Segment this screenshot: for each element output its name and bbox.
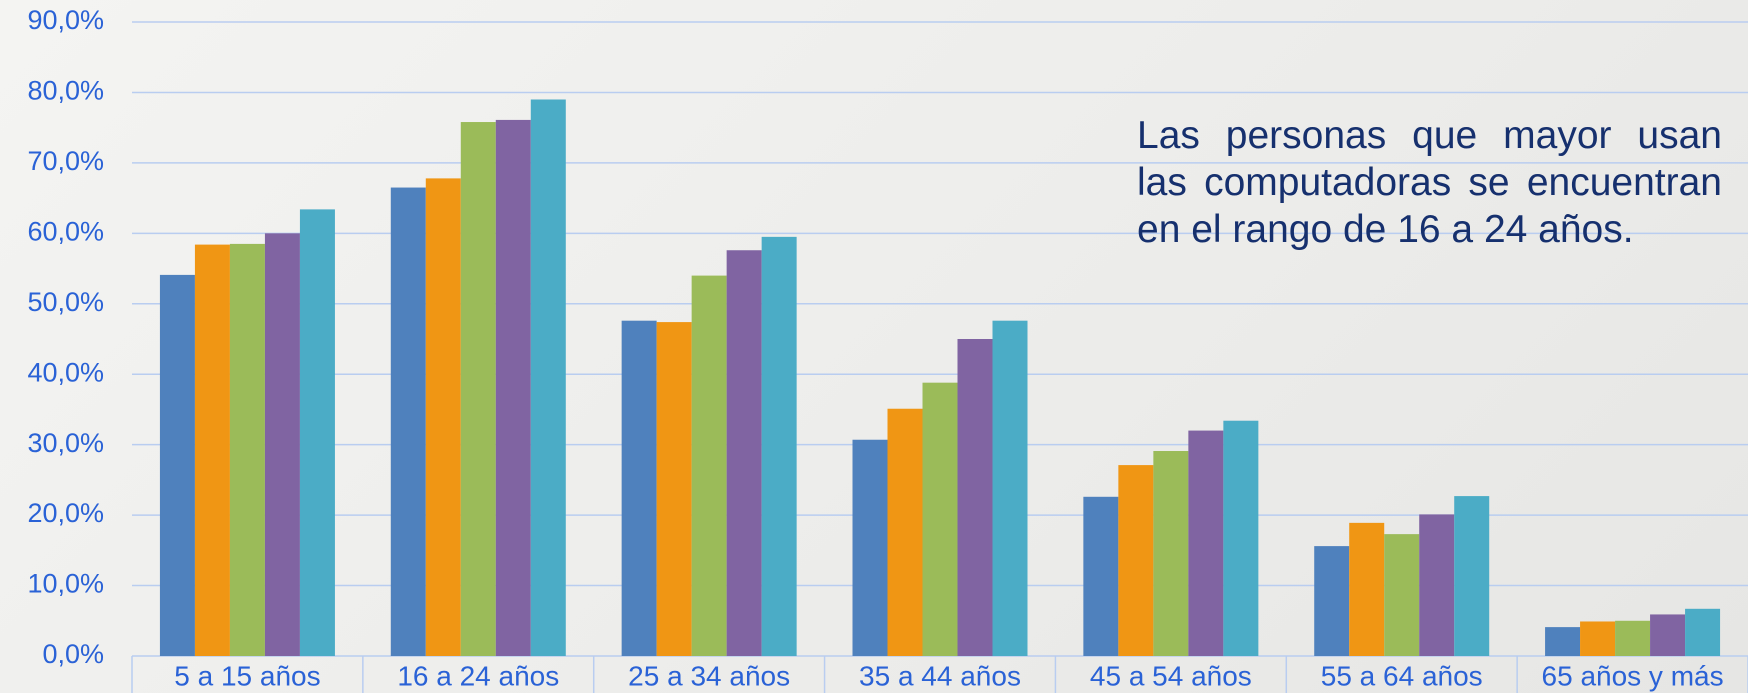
bar (1223, 420, 1259, 656)
bar (621, 320, 657, 656)
y-tick-label: 90,0% (27, 5, 104, 35)
bar (726, 250, 762, 657)
bar (1580, 621, 1616, 656)
bar (887, 408, 923, 656)
bar (761, 236, 797, 656)
bar (1314, 546, 1350, 656)
y-tick-label: 80,0% (27, 76, 104, 106)
x-tick-label: 55 a 64 años (1321, 660, 1483, 691)
y-tick-label: 70,0% (27, 146, 104, 176)
x-tick-label: 5 a 15 años (174, 660, 320, 691)
y-tick-label: 60,0% (27, 216, 104, 246)
bar (229, 243, 265, 656)
bar (1118, 465, 1154, 656)
y-tick-label: 40,0% (27, 357, 104, 387)
bar (1545, 627, 1581, 656)
bar (264, 233, 300, 657)
x-tick-label: 16 a 24 años (397, 660, 559, 691)
x-tick-label: 65 años y más (1542, 660, 1724, 691)
bar (425, 178, 461, 657)
bar (159, 274, 195, 656)
x-tick-label: 25 a 34 años (628, 660, 790, 691)
x-tick-label: 35 a 44 años (859, 660, 1021, 691)
bar (1685, 608, 1721, 656)
x-tick-label: 45 a 54 años (1090, 660, 1252, 691)
y-tick-label: 50,0% (27, 287, 104, 317)
bar (1650, 614, 1686, 656)
y-tick-label: 20,0% (27, 498, 104, 528)
y-tick-label: 10,0% (27, 569, 104, 599)
annotation: Las personas que mayor usan las computad… (1137, 114, 1722, 251)
bar (852, 439, 888, 656)
bar (299, 209, 335, 657)
bar (1615, 620, 1651, 656)
bar (957, 339, 993, 656)
y-tick-label: 0,0% (42, 639, 104, 669)
bar (1349, 522, 1385, 656)
bar (1384, 534, 1420, 656)
bar (460, 122, 496, 656)
y-tick-label: 30,0% (27, 428, 104, 458)
bar (530, 99, 566, 656)
bar (656, 322, 692, 656)
bar (1454, 496, 1490, 656)
bar (390, 187, 426, 657)
bar (495, 119, 531, 656)
bar (1419, 514, 1455, 656)
bar (992, 320, 1028, 656)
bar (922, 382, 958, 656)
bar (1188, 430, 1224, 656)
bar (691, 275, 727, 656)
bar (1153, 451, 1189, 656)
bar (194, 244, 230, 657)
bar (1083, 496, 1119, 656)
